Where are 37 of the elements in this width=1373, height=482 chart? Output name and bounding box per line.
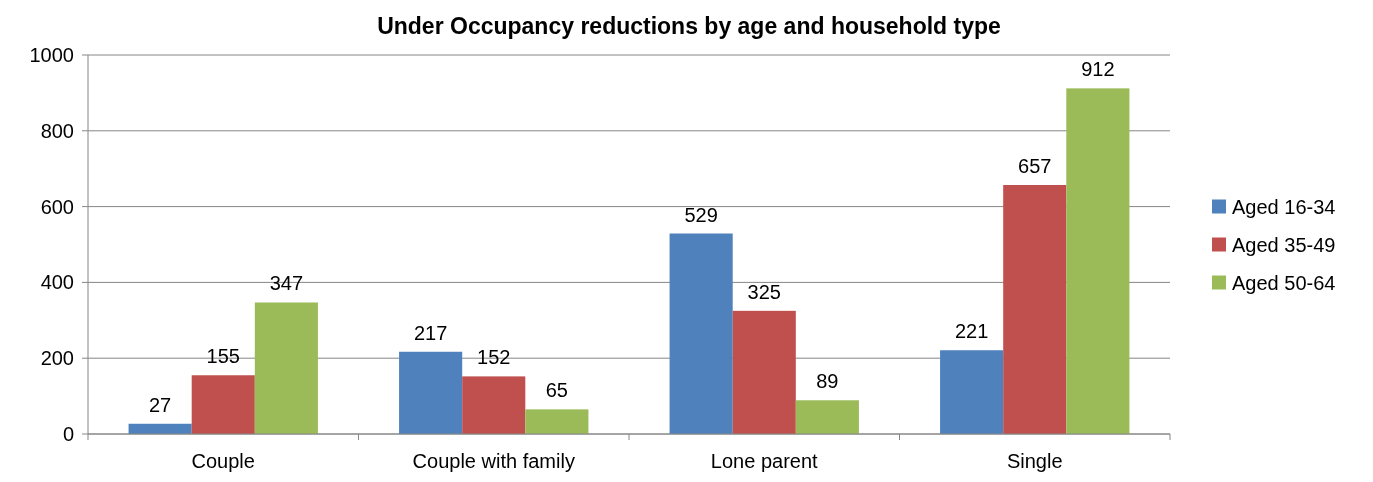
x-tick-label: Lone parent [710, 450, 819, 472]
data-label: 529 [684, 203, 718, 226]
data-label: 89 [816, 370, 839, 393]
bar [462, 376, 526, 434]
data-label: 217 [413, 321, 448, 344]
data-label: 155 [206, 345, 240, 368]
data-label: 27 [149, 393, 172, 416]
legend-label: Aged 35-49 [1232, 233, 1336, 256]
data-label: 912 [1081, 58, 1115, 81]
data-label: 347 [269, 272, 304, 295]
data-label: 65 [545, 379, 568, 402]
chart-title: Under Occupancy reductions by age and household type [377, 13, 1001, 39]
x-tick-label: Couple [191, 450, 255, 472]
x-tick-label: Single [1006, 450, 1063, 472]
y-tick-label: 1000 [29, 44, 74, 66]
bar [940, 350, 1004, 434]
bar [525, 409, 589, 434]
bar [191, 375, 255, 434]
legend-label: Aged 50-64 [1232, 271, 1336, 294]
data-label: 325 [747, 280, 781, 303]
y-tick-label: 800 [40, 119, 74, 142]
bar [669, 233, 733, 434]
data-label: 152 [477, 346, 511, 369]
data-label: 657 [1018, 155, 1052, 177]
y-tick-label: 600 [40, 195, 74, 218]
y-tick-label: 400 [40, 271, 74, 294]
bar [254, 302, 318, 434]
bar [732, 310, 796, 434]
legend-label: Aged 16-34 [1232, 195, 1336, 218]
bar [1066, 88, 1130, 434]
bar [1003, 185, 1067, 434]
x-tick-label: Couple with family [412, 450, 575, 472]
bar [399, 351, 463, 434]
y-tick-label: 0 [62, 423, 74, 445]
data-label: 221 [954, 320, 989, 343]
y-tick-label: 200 [40, 347, 74, 370]
bar [795, 400, 859, 434]
